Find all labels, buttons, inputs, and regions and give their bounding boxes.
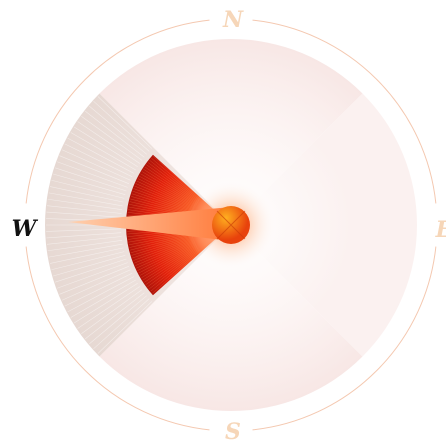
fan-rib (97, 301, 153, 354)
heading-rib (137, 178, 196, 208)
ring-arc (25, 19, 210, 204)
fan-rib (77, 286, 140, 329)
heading-rib (139, 175, 196, 207)
outer-ring (25, 19, 437, 431)
fan-rib (93, 298, 150, 350)
heading-rib (137, 242, 196, 271)
fan-rib (70, 132, 136, 171)
heading-rib (131, 193, 193, 214)
fan-rib (59, 265, 130, 295)
fan-rib (53, 255, 126, 277)
fan-rib (54, 258, 127, 283)
fan-rib (51, 251, 125, 271)
fan-rib (77, 121, 140, 164)
heading-rib (144, 166, 198, 203)
heading-rib (145, 247, 199, 285)
label-west: W (12, 216, 39, 242)
heading-rib (141, 171, 197, 205)
fan-rib (46, 205, 122, 214)
heading-rib (135, 240, 195, 266)
heading-rib (152, 155, 202, 199)
fan-rib (61, 269, 131, 301)
heading-rib (149, 160, 200, 201)
heading-rib (134, 239, 194, 264)
heading-rib (130, 196, 193, 215)
heading-rib (136, 180, 195, 209)
fan-rib (89, 295, 147, 345)
heading-rib (141, 245, 197, 278)
heading-rib (151, 157, 201, 200)
heading-rib (146, 164, 199, 202)
fan-rib (46, 211, 122, 218)
fan-rib (93, 100, 150, 152)
fan-rib (64, 143, 133, 178)
fan-rib (73, 283, 138, 324)
label-north: N (222, 7, 244, 33)
heading-rib (143, 168, 198, 204)
ring-arc (25, 246, 210, 431)
fan-rib (53, 173, 126, 195)
fan-rib (73, 126, 138, 167)
fan-rib (57, 262, 128, 289)
fan-rib (48, 243, 123, 258)
fan-rib (49, 186, 124, 203)
fan-rib (89, 105, 147, 155)
fan-rib (70, 279, 136, 318)
fan-rib (51, 179, 125, 199)
heading-rib (148, 249, 200, 290)
heading-rib (133, 188, 194, 212)
fan-rib (59, 155, 130, 185)
fan-rib (49, 247, 124, 264)
sector-east (231, 93, 417, 357)
ring-arc (252, 19, 437, 204)
fan-rib (67, 276, 135, 313)
heading-rib (139, 244, 197, 276)
fan-rib (47, 198, 123, 210)
sector-north (99, 39, 363, 226)
hub-cross (216, 210, 246, 240)
heading-rib (152, 251, 201, 294)
heading-rib (133, 238, 194, 261)
fan-rib (57, 161, 128, 188)
fan-rib (81, 289, 143, 334)
label-south: S (225, 419, 241, 440)
heading-rib (129, 233, 193, 248)
heading-rib (131, 236, 193, 256)
fan-rib (67, 137, 135, 174)
needle (68, 207, 231, 241)
heading-rib (132, 237, 194, 259)
fan-rib (97, 96, 153, 149)
heading-rib (130, 234, 193, 251)
fan-rib (81, 116, 143, 161)
heading-rib (130, 235, 193, 254)
ring-arc (252, 246, 437, 431)
label-east: E (435, 217, 446, 243)
fan-rib (85, 292, 145, 340)
fan-rib (46, 228, 122, 232)
heading-rib (136, 241, 195, 269)
heading-rib (147, 248, 199, 288)
heading-rib (140, 173, 197, 206)
fan-rib (64, 272, 133, 307)
sector-south (99, 225, 363, 411)
fan-rib (48, 192, 123, 207)
heading-rib (147, 162, 200, 202)
heading-rib (142, 245, 198, 281)
heading-rib (144, 246, 198, 283)
heading-rib (132, 190, 194, 213)
fan-rib (46, 232, 122, 239)
fan-rib (61, 149, 131, 181)
heading-rib (138, 243, 196, 274)
heading-rib (135, 183, 195, 210)
fan-rib (47, 240, 123, 252)
heading-rib (150, 250, 201, 292)
heading-rib (134, 185, 195, 211)
fan-rib (46, 236, 122, 245)
fan-rib (54, 167, 127, 192)
fan-rib (85, 110, 145, 158)
